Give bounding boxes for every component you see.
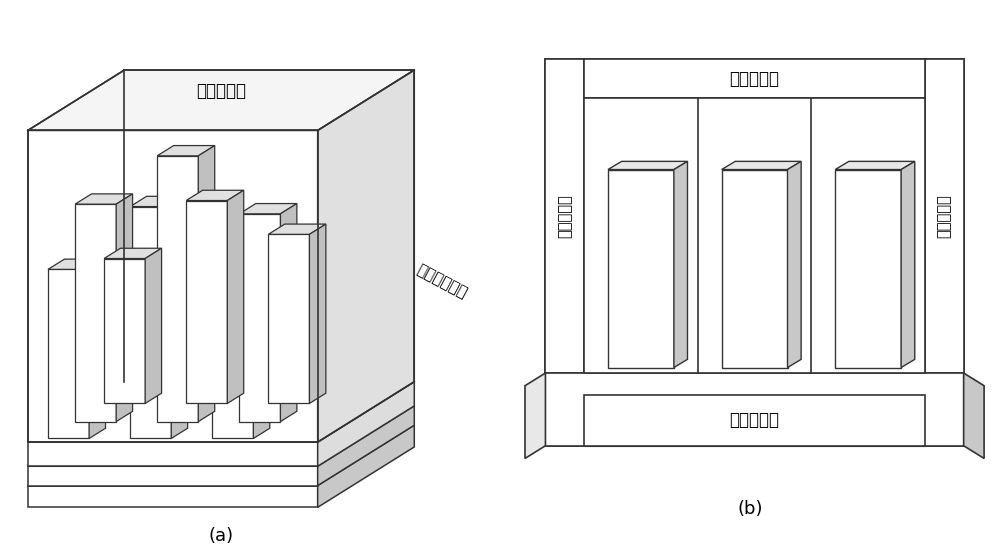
Bar	[584, 395, 925, 446]
Polygon shape	[157, 156, 198, 422]
Polygon shape	[145, 248, 162, 403]
Bar	[835, 170, 901, 367]
Text: (b): (b)	[737, 500, 763, 518]
Text: 周期边界条件: 周期边界条件	[414, 262, 470, 301]
Polygon shape	[116, 194, 133, 422]
Polygon shape	[239, 214, 280, 422]
Text: 完全匹配层: 完全匹配层	[937, 194, 952, 238]
Polygon shape	[89, 259, 106, 438]
Text: 完全匹配层: 完全匹配层	[557, 194, 572, 238]
Polygon shape	[48, 269, 89, 438]
Bar	[608, 170, 674, 367]
Polygon shape	[608, 162, 688, 170]
Polygon shape	[130, 206, 171, 438]
Bar	[584, 98, 925, 373]
Polygon shape	[75, 204, 116, 422]
Polygon shape	[318, 70, 414, 442]
Polygon shape	[227, 190, 244, 403]
Polygon shape	[48, 259, 106, 269]
Polygon shape	[268, 224, 326, 234]
Bar	[545, 60, 584, 373]
Text: 完全匹配层: 完全匹配层	[196, 81, 246, 99]
Polygon shape	[28, 382, 414, 442]
Polygon shape	[186, 200, 227, 403]
Polygon shape	[28, 442, 318, 466]
Polygon shape	[268, 234, 309, 403]
Polygon shape	[253, 245, 270, 438]
Text: (a): (a)	[208, 527, 234, 545]
Polygon shape	[28, 485, 318, 507]
Polygon shape	[212, 245, 270, 255]
Polygon shape	[835, 162, 915, 170]
Bar	[545, 60, 964, 446]
Bar	[545, 373, 964, 446]
Polygon shape	[309, 224, 326, 403]
Polygon shape	[28, 466, 318, 485]
Polygon shape	[788, 162, 801, 367]
Polygon shape	[130, 197, 188, 206]
Polygon shape	[157, 146, 215, 156]
Text: 完全匹配层: 完全匹配层	[730, 411, 780, 429]
Polygon shape	[75, 194, 133, 204]
Polygon shape	[198, 146, 215, 422]
Polygon shape	[28, 70, 414, 130]
Polygon shape	[28, 406, 414, 466]
Polygon shape	[280, 204, 297, 422]
Bar	[722, 170, 788, 367]
Polygon shape	[318, 382, 414, 466]
Bar	[584, 60, 925, 98]
Polygon shape	[186, 190, 244, 200]
Polygon shape	[104, 258, 145, 403]
Polygon shape	[722, 162, 801, 170]
Polygon shape	[212, 255, 253, 438]
Polygon shape	[674, 162, 688, 367]
Polygon shape	[318, 425, 414, 507]
Polygon shape	[104, 248, 162, 258]
Polygon shape	[28, 425, 414, 485]
Polygon shape	[964, 373, 984, 459]
Polygon shape	[318, 406, 414, 485]
Bar	[584, 373, 925, 446]
Polygon shape	[239, 204, 297, 214]
Polygon shape	[901, 162, 915, 367]
Text: 完全匹配层: 完全匹配层	[730, 70, 780, 88]
Polygon shape	[171, 197, 188, 438]
Polygon shape	[28, 130, 318, 442]
Bar	[925, 60, 964, 373]
Polygon shape	[525, 373, 545, 459]
